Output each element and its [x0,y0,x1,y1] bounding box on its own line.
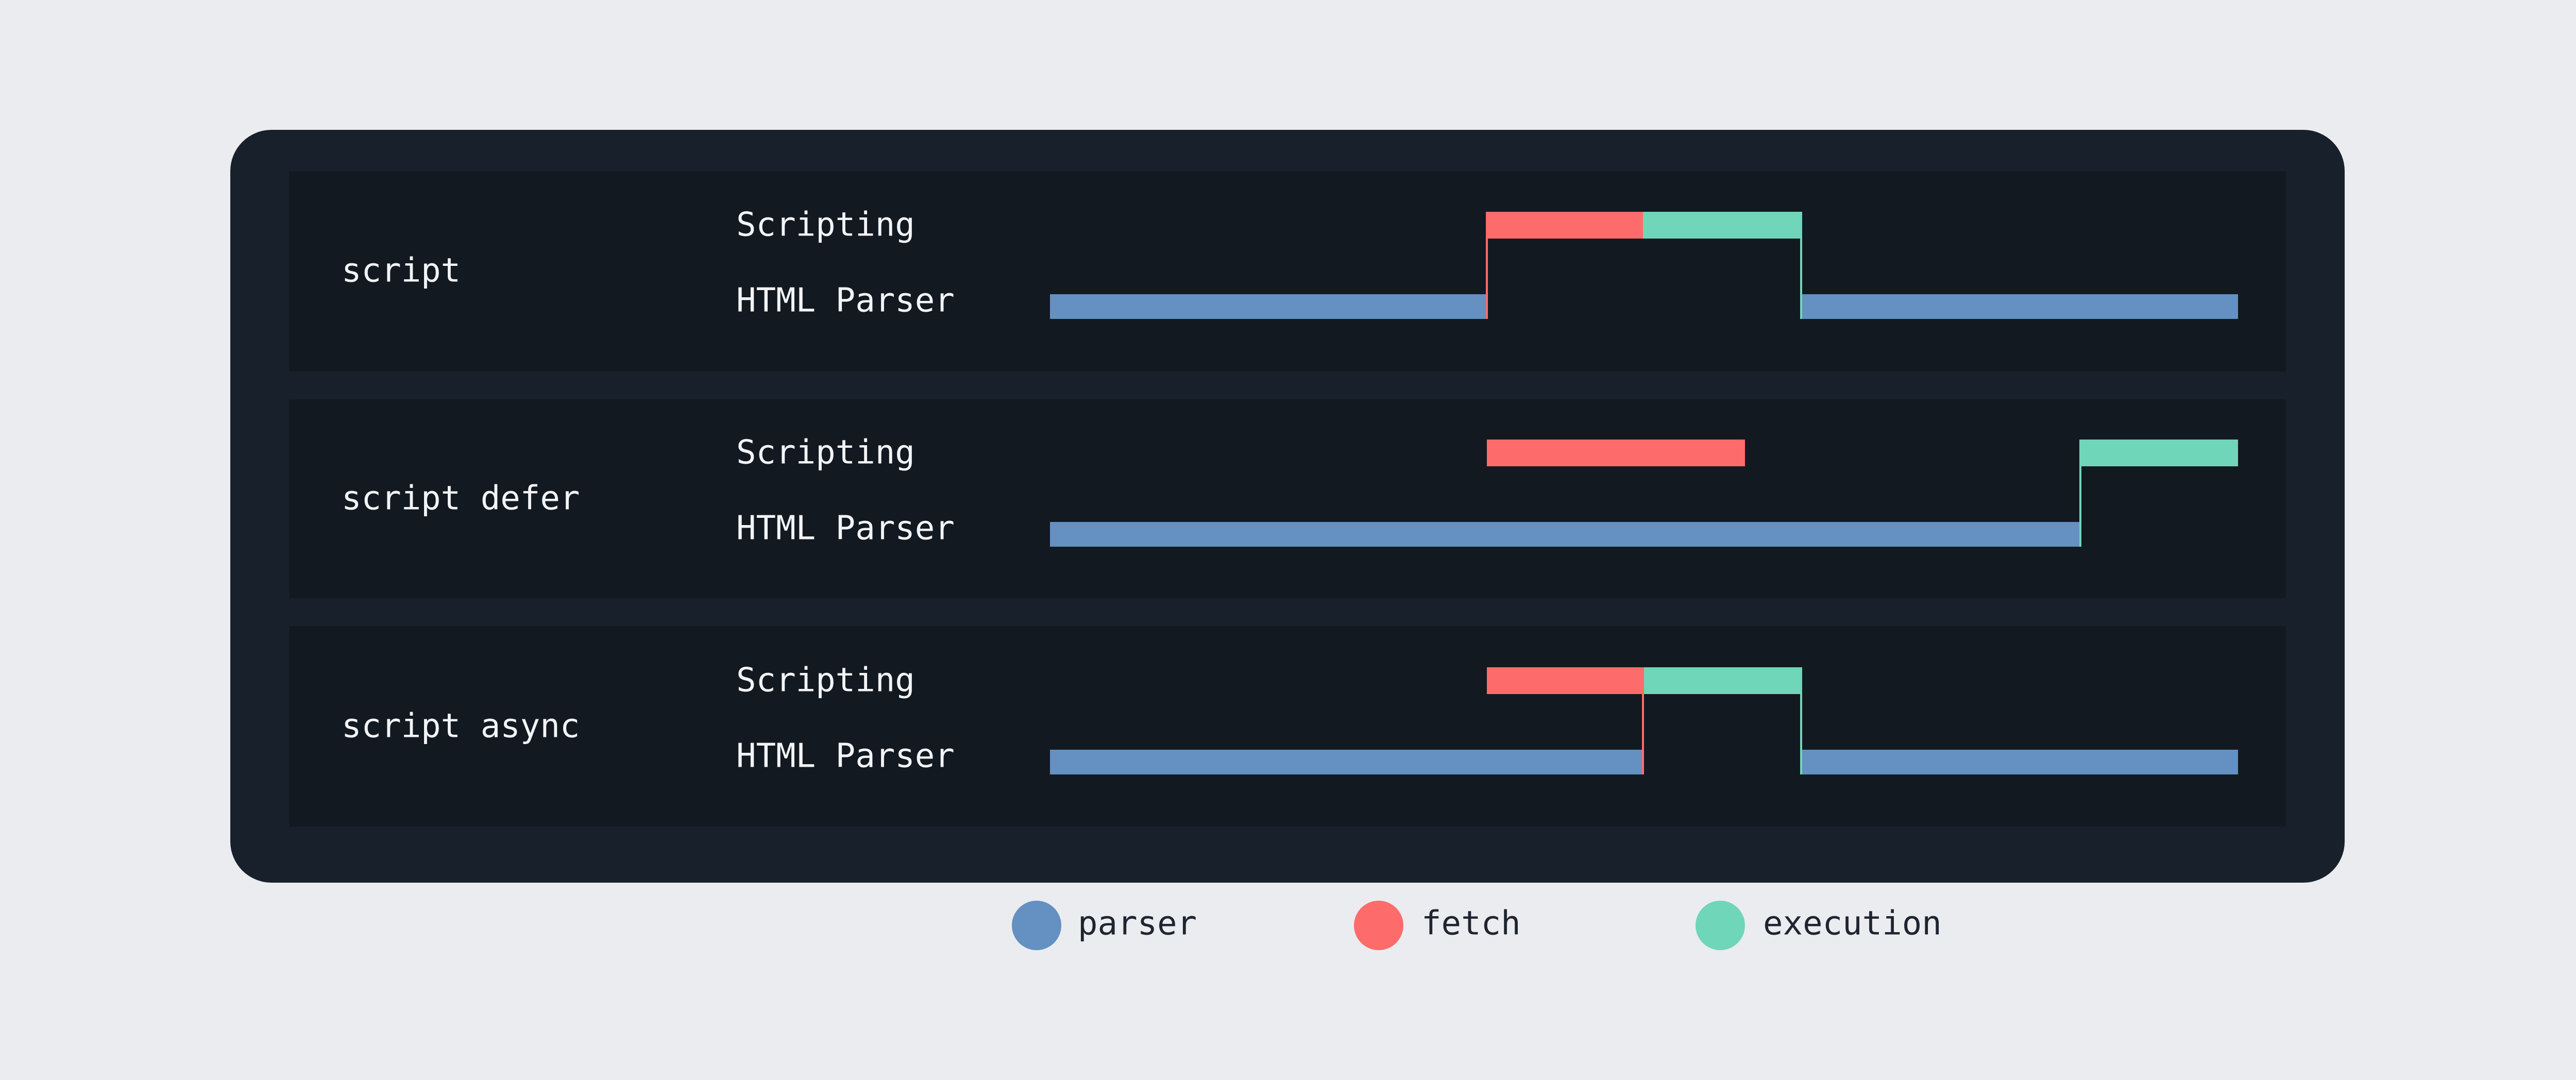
row: script defer Scripting HTML Parser [289,399,2286,598]
execution-bar [2080,440,2238,466]
row-label: script defer [342,480,580,518]
fetch-bar [1487,440,1745,466]
row-background [289,399,2286,598]
legend-swatch [1012,901,1061,950]
fetch-bar [1487,212,1643,239]
parser-bar [1801,294,2238,319]
parser-bar [1801,750,2238,774]
row: script async Scripting HTML Parser [289,626,2286,826]
track-label: Scripting [736,434,915,472]
row-label: script [342,252,461,290]
connector [1800,667,1802,774]
track-label: HTML Parser [736,282,955,320]
legend-label: execution [1763,905,1942,943]
parser-bar [1050,294,1487,319]
connector [2079,440,2081,547]
connector [1642,667,1644,774]
track-label: Scripting [736,662,915,700]
connector [1486,212,1488,319]
legend: parser fetch execution [1012,901,1942,950]
legend-swatch [1696,901,1745,950]
track-label: HTML Parser [736,737,955,775]
execution-bar [1643,212,1801,239]
connector [1800,212,1802,319]
track-label: HTML Parser [736,510,955,548]
legend-label: fetch [1421,905,1521,943]
execution-bar [1643,667,1801,694]
parser-bar [1050,522,2080,547]
legend-label: parser [1078,905,1197,943]
parser-bar [1050,750,1643,774]
row-background [289,171,2286,372]
row: script Scripting HTML Parser [289,171,2286,372]
row-background [289,626,2286,826]
track-label: Scripting [736,206,915,244]
legend-swatch [1354,901,1403,950]
fetch-bar [1487,667,1643,694]
row-label: script async [342,707,580,746]
